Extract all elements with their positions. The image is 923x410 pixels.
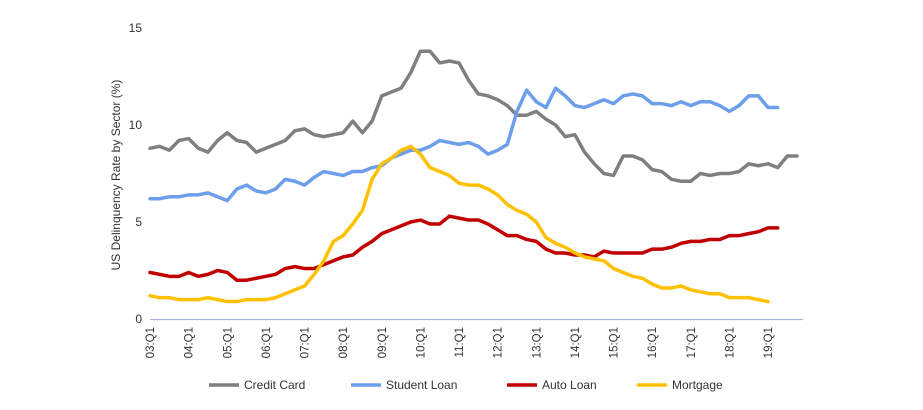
- y-tick-label: 5: [135, 215, 142, 229]
- x-tick-label: 19:Q1: [763, 327, 775, 358]
- legend-label: Auto Loan: [542, 378, 597, 392]
- x-tick-label: 06:Q1: [261, 327, 273, 358]
- x-tick-label: 07:Q1: [300, 327, 312, 358]
- x-tick-label: 03:Q1: [145, 327, 157, 358]
- x-tick-label: 13:Q1: [531, 327, 543, 358]
- x-tick-label: 16:Q1: [647, 327, 659, 358]
- x-tick-label: 10:Q1: [415, 327, 427, 358]
- x-tick-label: 11:Q1: [454, 327, 466, 357]
- legend-label: Student Loan: [386, 378, 457, 392]
- series-line-auto-loan: [148, 214, 780, 282]
- y-axis-title: US Delinquency Rate by Sector (%): [109, 80, 123, 271]
- y-tick-label: 0: [135, 312, 142, 326]
- x-tick-label: 09:Q1: [377, 327, 389, 358]
- legend-label: Credit Card: [244, 378, 305, 392]
- x-tick-label: 05:Q1: [222, 327, 234, 358]
- x-tick-label: 04:Q1: [184, 327, 196, 358]
- series-line-student-loan: [148, 86, 780, 203]
- x-tick-label: 08:Q1: [338, 327, 350, 358]
- x-tick-label: 15:Q1: [609, 327, 621, 358]
- y-tick-label: 10: [129, 118, 143, 132]
- x-tick-label: 17:Q1: [686, 327, 698, 358]
- series-line-mortgage: [148, 144, 770, 304]
- x-tick-label: 12:Q1: [493, 327, 505, 358]
- y-tick-label: 15: [129, 21, 143, 35]
- legend-label: Mortgage: [672, 378, 723, 392]
- x-tick-label: 14:Q1: [570, 327, 582, 358]
- x-tick-label: 18:Q1: [724, 327, 736, 358]
- series-line-credit-card: [148, 49, 799, 184]
